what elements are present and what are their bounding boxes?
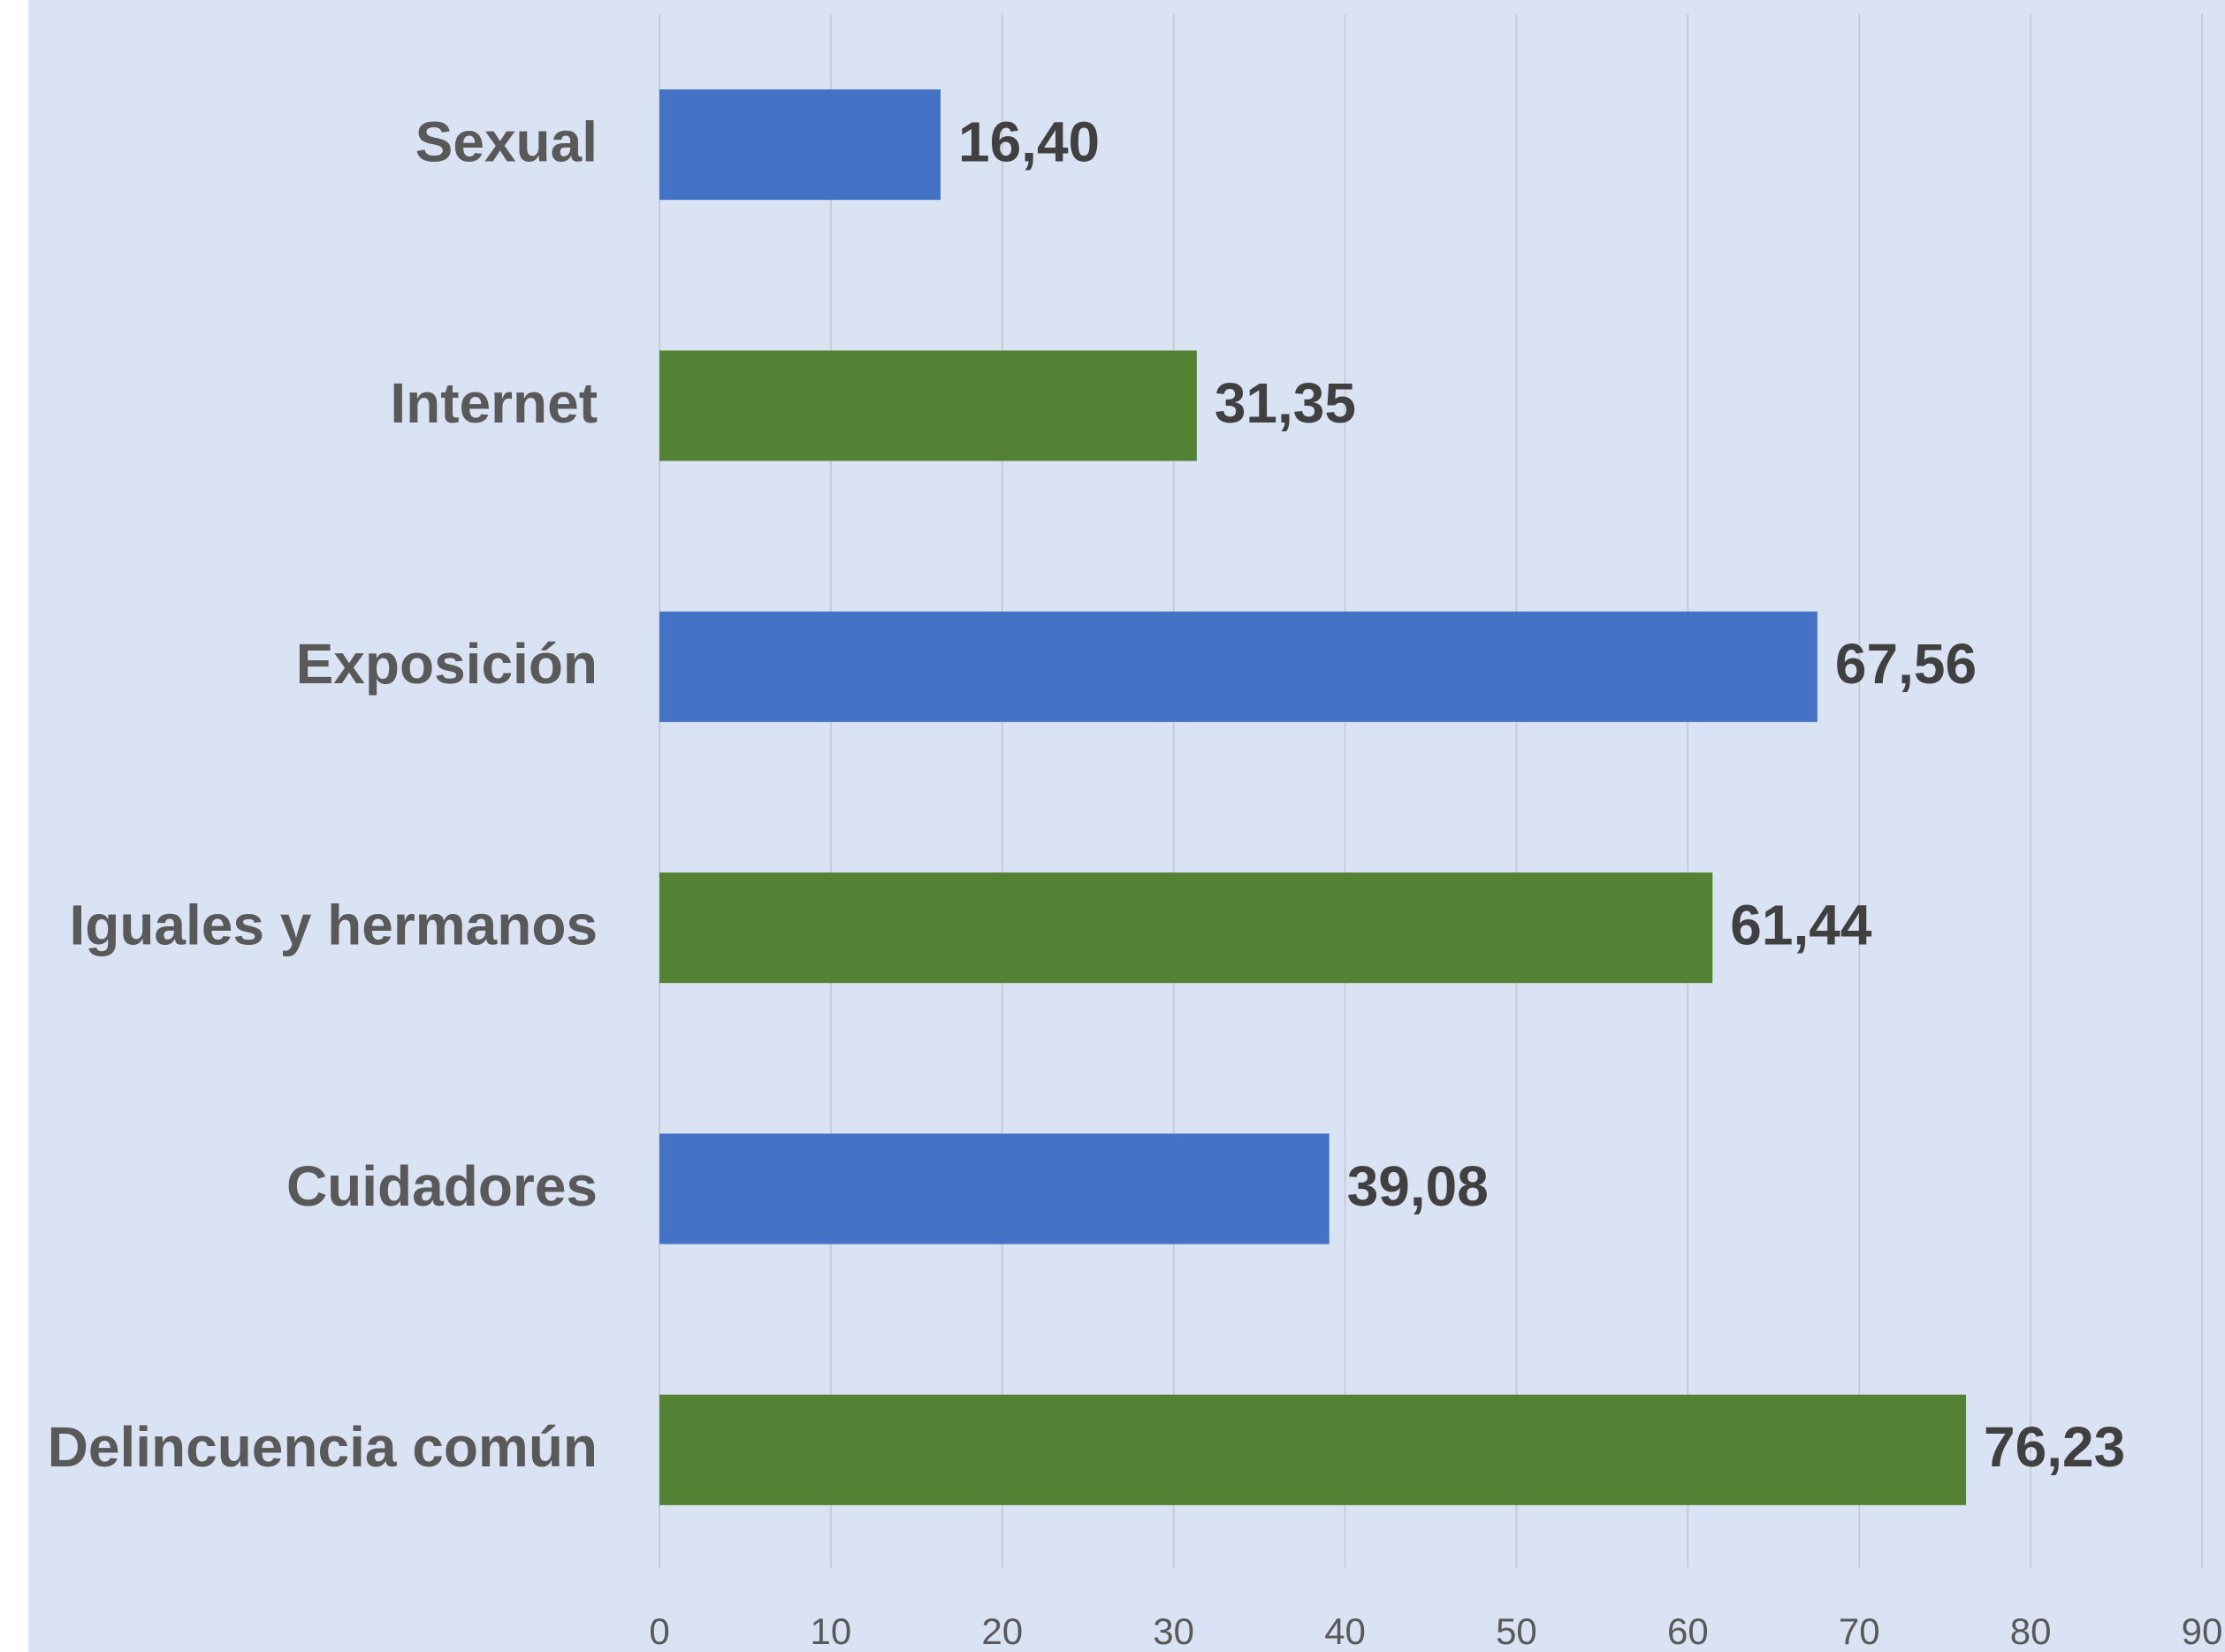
value-label: 67,56 (1835, 632, 1977, 696)
bar (659, 611, 1817, 722)
bar (659, 89, 941, 201)
bar (659, 1133, 1330, 1245)
x-tick-label: 50 (1496, 1610, 1537, 1652)
x-tick-label: 10 (811, 1610, 852, 1652)
x-tick-label: 20 (981, 1610, 1023, 1652)
bar (659, 1394, 1967, 1505)
value-label: 76,23 (1984, 1415, 2125, 1479)
x-tick-label: 70 (1839, 1610, 1880, 1652)
bar (659, 350, 1197, 461)
y-tick-label: Cuidadores (286, 1154, 598, 1218)
x-tick-label: 60 (1667, 1610, 1709, 1652)
value-label: 39,08 (1347, 1154, 1489, 1218)
x-tick-label: 40 (1324, 1610, 1366, 1652)
y-tick-label: Internet (390, 371, 598, 435)
y-tick-label: Exposición (296, 632, 598, 696)
y-tick-label: Iguales y hermanos (69, 894, 598, 957)
x-tick-label: 90 (2182, 1610, 2223, 1652)
x-tick-label: 80 (2010, 1610, 2052, 1652)
value-label: 16,40 (958, 110, 1100, 174)
value-label: 61,44 (1730, 894, 1872, 957)
value-label: 31,35 (1215, 371, 1356, 435)
x-tick-label: 0 (649, 1610, 669, 1652)
bar (659, 872, 1713, 984)
x-tick-label: 30 (1153, 1610, 1194, 1652)
y-tick-label: Sexual (415, 110, 598, 174)
y-tick-label: Delincuencia común (48, 1415, 598, 1479)
